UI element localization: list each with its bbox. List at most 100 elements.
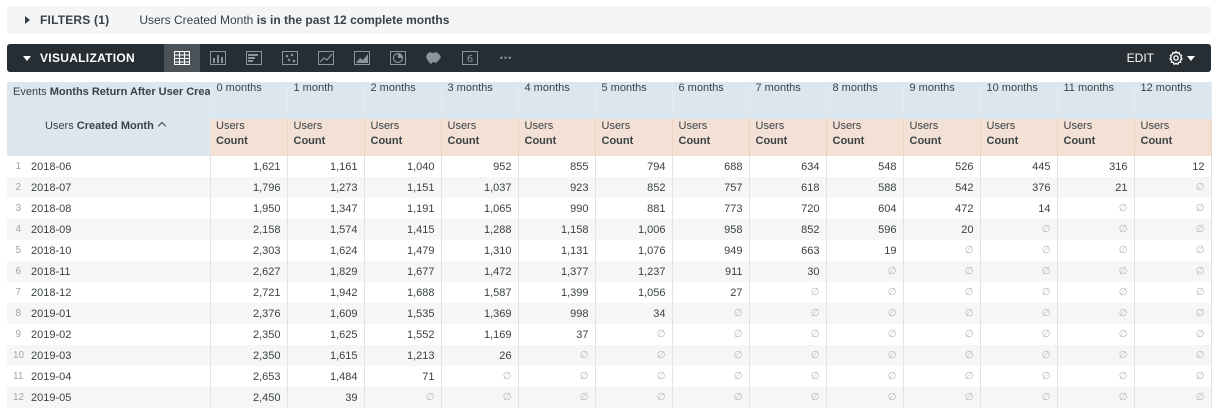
null-cell[interactable]: ∅: [595, 366, 673, 387]
null-cell[interactable]: ∅: [1057, 345, 1135, 366]
count-cell[interactable]: 1,552: [364, 324, 442, 345]
null-cell[interactable]: ∅: [595, 324, 673, 345]
null-cell[interactable]: ∅: [826, 261, 904, 282]
null-cell[interactable]: ∅: [364, 387, 442, 408]
count-cell[interactable]: 923: [518, 177, 596, 198]
count-cell[interactable]: 1,677: [364, 261, 442, 282]
dimension-header[interactable]: Users Created Month: [27, 119, 210, 156]
measure-header[interactable]: Users Count: [903, 119, 981, 156]
count-cell[interactable]: 2,653: [210, 366, 288, 387]
count-cell[interactable]: 30: [749, 261, 827, 282]
null-cell[interactable]: ∅: [826, 324, 904, 345]
map-icon[interactable]: [416, 44, 452, 72]
count-cell[interactable]: 1,609: [287, 303, 365, 324]
created-month-cell[interactable]: 2019-02: [27, 324, 211, 345]
edit-button[interactable]: EDIT: [1126, 51, 1154, 65]
pivot-column-header[interactable]: 8 months: [826, 82, 904, 119]
pivot-column-header[interactable]: 2 months: [364, 82, 442, 119]
count-cell[interactable]: 1,942: [287, 282, 365, 303]
null-cell[interactable]: ∅: [826, 303, 904, 324]
count-cell[interactable]: 634: [749, 156, 827, 177]
caret-down-icon[interactable]: [23, 55, 31, 61]
null-cell[interactable]: ∅: [1057, 219, 1135, 240]
count-cell[interactable]: 663: [749, 240, 827, 261]
count-cell[interactable]: 1,377: [518, 261, 596, 282]
count-cell[interactable]: 2,450: [210, 387, 288, 408]
null-cell[interactable]: ∅: [980, 261, 1058, 282]
pivot-header[interactable]: Events Months Return After User Created: [7, 82, 211, 119]
created-month-cell[interactable]: 2019-05: [27, 387, 211, 408]
measure-header[interactable]: Users Count: [595, 119, 673, 156]
area-chart-icon[interactable]: [344, 44, 380, 72]
count-cell[interactable]: 2,721: [210, 282, 288, 303]
null-cell[interactable]: ∅: [672, 324, 750, 345]
count-cell[interactable]: 1,191: [364, 198, 442, 219]
filters-label[interactable]: FILTERS (1): [40, 13, 110, 27]
count-cell[interactable]: 1,484: [287, 366, 365, 387]
count-cell[interactable]: 1,369: [441, 303, 519, 324]
null-cell[interactable]: ∅: [1134, 282, 1212, 303]
count-cell[interactable]: 1,037: [441, 177, 519, 198]
pivot-column-header[interactable]: 9 months: [903, 82, 981, 119]
pivot-column-header[interactable]: 5 months: [595, 82, 673, 119]
null-cell[interactable]: ∅: [749, 387, 827, 408]
single-value-icon[interactable]: 6: [452, 44, 488, 72]
created-month-cell[interactable]: 2018-08: [27, 198, 211, 219]
measure-header[interactable]: Users Count: [210, 119, 288, 156]
null-cell[interactable]: ∅: [980, 366, 1058, 387]
pivot-column-header[interactable]: 7 months: [749, 82, 827, 119]
null-cell[interactable]: ∅: [441, 387, 519, 408]
count-cell[interactable]: 998: [518, 303, 596, 324]
count-cell[interactable]: 1,688: [364, 282, 442, 303]
count-cell[interactable]: 2,350: [210, 324, 288, 345]
null-cell[interactable]: ∅: [1134, 303, 1212, 324]
caret-down-icon[interactable]: [1187, 55, 1195, 61]
null-cell[interactable]: ∅: [1057, 324, 1135, 345]
created-month-cell[interactable]: 2018-09: [27, 219, 211, 240]
column-chart-icon[interactable]: [200, 44, 236, 72]
pivot-column-header[interactable]: 3 months: [441, 82, 519, 119]
null-cell[interactable]: ∅: [980, 387, 1058, 408]
null-cell[interactable]: ∅: [1134, 366, 1212, 387]
more-icon[interactable]: •••: [488, 44, 524, 72]
null-cell[interactable]: ∅: [903, 240, 981, 261]
count-cell[interactable]: 757: [672, 177, 750, 198]
count-cell[interactable]: 1,161: [287, 156, 365, 177]
count-cell[interactable]: 1,347: [287, 198, 365, 219]
count-cell[interactable]: 21: [1057, 177, 1135, 198]
null-cell[interactable]: ∅: [826, 387, 904, 408]
measure-header[interactable]: Users Count: [1057, 119, 1135, 156]
count-cell[interactable]: 1,535: [364, 303, 442, 324]
null-cell[interactable]: ∅: [903, 303, 981, 324]
null-cell[interactable]: ∅: [980, 324, 1058, 345]
null-cell[interactable]: ∅: [1134, 387, 1212, 408]
scatter-icon[interactable]: [272, 44, 308, 72]
null-cell[interactable]: ∅: [903, 345, 981, 366]
count-cell[interactable]: 26: [441, 345, 519, 366]
null-cell[interactable]: ∅: [672, 303, 750, 324]
created-month-cell[interactable]: 2018-11: [27, 261, 211, 282]
count-cell[interactable]: 34: [595, 303, 673, 324]
count-cell[interactable]: 1,624: [287, 240, 365, 261]
visualization-label[interactable]: VISUALIZATION: [40, 51, 136, 65]
count-cell[interactable]: 2,376: [210, 303, 288, 324]
null-cell[interactable]: ∅: [1057, 198, 1135, 219]
count-cell[interactable]: 911: [672, 261, 750, 282]
count-cell[interactable]: 1,587: [441, 282, 519, 303]
count-cell[interactable]: 1,288: [441, 219, 519, 240]
count-cell[interactable]: 1,472: [441, 261, 519, 282]
count-cell[interactable]: 1,076: [595, 240, 673, 261]
null-cell[interactable]: ∅: [1134, 198, 1212, 219]
count-cell[interactable]: 958: [672, 219, 750, 240]
count-cell[interactable]: 1,213: [364, 345, 442, 366]
null-cell[interactable]: ∅: [980, 282, 1058, 303]
created-month-cell[interactable]: 2019-01: [27, 303, 211, 324]
measure-header[interactable]: Users Count: [749, 119, 827, 156]
null-cell[interactable]: ∅: [1057, 240, 1135, 261]
null-cell[interactable]: ∅: [1134, 219, 1212, 240]
count-cell[interactable]: 1,131: [518, 240, 596, 261]
measure-header[interactable]: Users Count: [1134, 119, 1212, 156]
null-cell[interactable]: ∅: [826, 345, 904, 366]
count-cell[interactable]: 316: [1057, 156, 1135, 177]
count-cell[interactable]: 2,158: [210, 219, 288, 240]
